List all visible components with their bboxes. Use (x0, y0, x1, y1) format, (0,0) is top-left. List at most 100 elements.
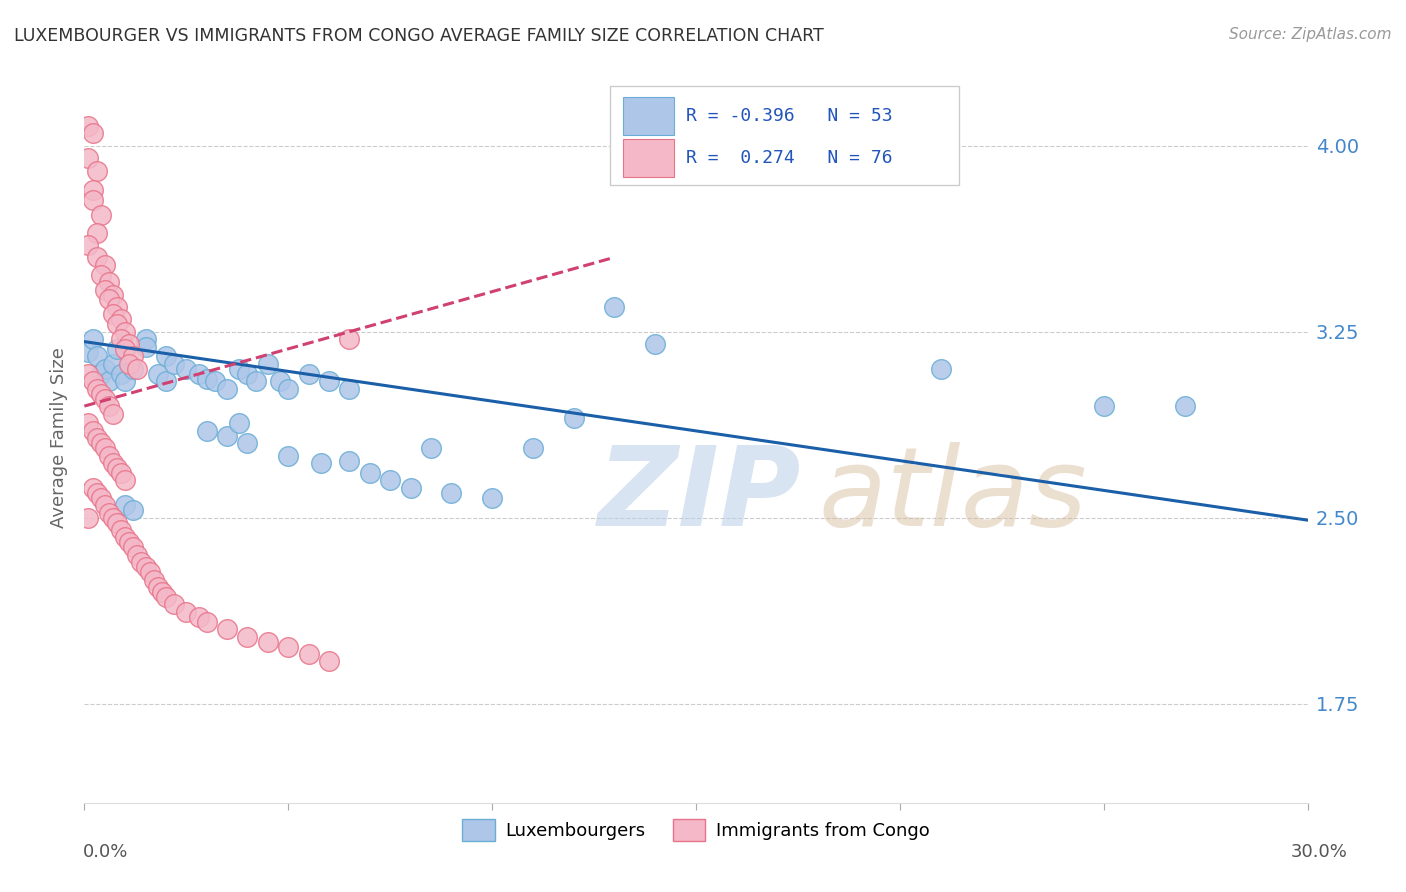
Point (122, 541, 145, 555)
Point (90, 367, 112, 381)
Point (603, 300, 626, 314)
Point (101, 357, 124, 371)
Point (101, 307, 124, 321)
Point (127, 362, 149, 376)
FancyBboxPatch shape (610, 86, 959, 185)
Point (277, 449, 299, 463)
Text: ZIP: ZIP (598, 442, 801, 549)
Point (135, 332, 157, 346)
Point (217, 429, 239, 443)
Point (257, 634, 280, 648)
Point (114, 531, 136, 545)
Point (82, 424, 104, 438)
Point (359, 466, 381, 480)
Point (82, 194, 104, 208)
Point (163, 598, 186, 612)
Point (82, 374, 104, 388)
Point (380, 474, 402, 488)
Point (118, 357, 141, 371)
FancyBboxPatch shape (623, 97, 673, 135)
Point (86, 163, 108, 178)
Point (236, 367, 259, 381)
FancyBboxPatch shape (623, 139, 673, 178)
Point (440, 486, 463, 500)
Point (86, 250, 108, 264)
Text: LUXEMBOURGER VS IMMIGRANTS FROM CONGO AVERAGE FAMILY SIZE CORRELATION CHART: LUXEMBOURGER VS IMMIGRANTS FROM CONGO AV… (14, 27, 824, 45)
Point (118, 337, 141, 351)
Point (1092, 399, 1115, 413)
Point (155, 350, 177, 364)
Point (298, 647, 321, 661)
Point (110, 466, 132, 480)
Point (77, 344, 100, 359)
Point (339, 332, 361, 346)
Point (644, 337, 666, 351)
Point (163, 357, 186, 371)
Point (122, 350, 145, 364)
Point (114, 474, 136, 488)
Point (142, 573, 165, 587)
Point (127, 548, 149, 562)
Point (277, 382, 299, 396)
Point (93, 362, 115, 376)
Point (114, 374, 136, 388)
Point (110, 523, 132, 537)
Point (245, 374, 267, 388)
Point (90, 436, 112, 450)
Point (155, 374, 177, 388)
Legend: Luxembourgers, Immigrants from Congo: Luxembourgers, Immigrants from Congo (456, 812, 936, 848)
Point (105, 318, 128, 332)
Point (1174, 399, 1197, 413)
Point (97, 293, 120, 307)
Point (77, 367, 100, 381)
Point (277, 640, 299, 654)
Point (481, 491, 503, 505)
Point (114, 325, 136, 339)
Point (77, 238, 100, 252)
Point (90, 268, 112, 282)
Point (399, 481, 422, 495)
Point (138, 565, 160, 579)
Point (187, 367, 209, 381)
Point (86, 226, 108, 240)
Point (257, 357, 280, 371)
Point (101, 287, 124, 301)
Point (77, 510, 100, 524)
Text: atlas: atlas (818, 442, 1087, 549)
Point (269, 374, 291, 388)
Point (105, 300, 128, 314)
Point (298, 367, 321, 381)
Point (114, 342, 136, 356)
Point (318, 374, 340, 388)
Point (82, 332, 104, 346)
Point (82, 481, 104, 495)
Y-axis label: Average Family Size: Average Family Size (49, 347, 67, 527)
Point (146, 367, 169, 381)
Point (114, 498, 136, 512)
Point (93, 258, 115, 272)
Point (195, 615, 218, 629)
Point (105, 516, 128, 530)
Point (90, 386, 112, 401)
Point (90, 208, 112, 222)
Point (522, 442, 544, 456)
Point (97, 399, 120, 413)
Point (236, 630, 259, 644)
Point (309, 456, 332, 470)
Text: 30.0%: 30.0% (1291, 843, 1347, 861)
Point (122, 503, 145, 517)
Point (339, 453, 361, 467)
Point (135, 340, 157, 354)
Point (195, 424, 218, 438)
Point (97, 275, 120, 289)
Point (187, 610, 209, 624)
Point (97, 449, 120, 463)
Point (90, 491, 112, 505)
Point (339, 382, 361, 396)
Point (118, 535, 141, 549)
Point (93, 283, 115, 297)
Point (97, 506, 120, 520)
Point (93, 442, 115, 456)
Point (318, 655, 340, 669)
Point (204, 374, 226, 388)
